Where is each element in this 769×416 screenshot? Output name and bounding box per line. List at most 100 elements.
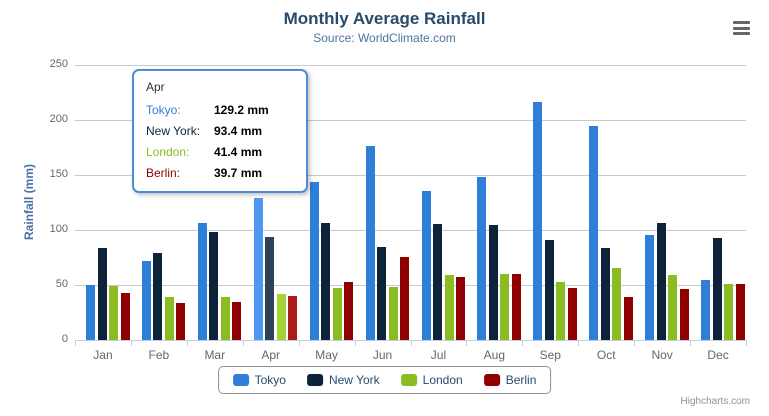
bar-new-york-apr[interactable] xyxy=(265,237,275,340)
bar-tokyo-feb[interactable] xyxy=(141,261,151,340)
bar-berlin-dec[interactable] xyxy=(735,284,745,340)
bar-berlin-mar[interactable] xyxy=(232,302,242,340)
bar-berlin-nov[interactable] xyxy=(679,289,689,340)
bar-london-sep[interactable] xyxy=(556,282,566,340)
bar-new-york-dec[interactable] xyxy=(712,238,722,340)
bar-new-york-jan[interactable] xyxy=(97,248,107,340)
plot-area xyxy=(75,65,747,346)
bar-new-york-sep[interactable] xyxy=(544,240,554,340)
bar-tokyo-mar[interactable] xyxy=(197,223,207,340)
bar-london-jul[interactable] xyxy=(444,275,454,340)
bar-new-york-may[interactable] xyxy=(321,223,331,340)
legend-item-tokyo[interactable]: Tokyo xyxy=(232,373,286,387)
bar-london-jun[interactable] xyxy=(388,287,398,340)
bar-berlin-jan[interactable] xyxy=(120,293,130,340)
x-axis-label-jun: Jun xyxy=(372,348,393,362)
legend-item-berlin[interactable]: Berlin xyxy=(483,373,536,387)
tooltip-series-label: London: xyxy=(146,145,190,159)
gridline-150 xyxy=(75,175,746,176)
y-axis-label-250: 250 xyxy=(49,58,68,70)
tooltip-series-value: 41.4 mm xyxy=(214,145,263,159)
x-axis-tick xyxy=(746,340,747,346)
bar-tokyo-nov[interactable] xyxy=(645,235,655,340)
x-axis-label-may: May xyxy=(315,348,338,362)
bar-berlin-jul[interactable] xyxy=(456,277,465,340)
tooltip-series-label: Tokyo: xyxy=(146,103,181,117)
legend-item-london[interactable]: London xyxy=(400,373,463,387)
y-axis-label-150: 150 xyxy=(49,168,68,180)
bar-london-jan[interactable] xyxy=(109,286,118,340)
x-axis-label-dec: Dec xyxy=(707,348,729,362)
credits-link[interactable]: Highcharts.com xyxy=(680,396,750,407)
tooltip-series-value: 129.2 mm xyxy=(214,103,269,117)
y-axis-label-100: 100 xyxy=(49,223,68,235)
bar-tokyo-may[interactable] xyxy=(309,182,319,340)
y-axis-label-0: 0 xyxy=(61,333,68,345)
hamburger-bar xyxy=(733,26,750,30)
legend-item-new-york[interactable]: New York xyxy=(306,373,380,387)
legend-swatch-icon xyxy=(232,374,249,386)
tooltip-series-label: Berlin: xyxy=(146,166,181,180)
x-axis-label-nov: Nov xyxy=(651,348,673,362)
bar-tokyo-jan[interactable] xyxy=(86,285,95,340)
bar-tokyo-jul[interactable] xyxy=(421,191,431,340)
bar-berlin-oct[interactable] xyxy=(623,297,633,340)
x-axis-tick xyxy=(299,340,300,346)
tooltip-row: London: 41.4 mm xyxy=(146,142,296,163)
x-axis-tick xyxy=(131,340,132,346)
tooltip-row: Berlin: 39.7 mm xyxy=(146,163,296,184)
chart-subtitle: Source: WorldClimate.com xyxy=(313,31,456,45)
bar-london-apr[interactable] xyxy=(276,294,286,340)
bar-tokyo-dec[interactable] xyxy=(701,280,711,340)
bar-berlin-sep[interactable] xyxy=(567,288,577,340)
tooltip-series-label: New York: xyxy=(146,124,201,138)
bar-new-york-oct[interactable] xyxy=(600,248,610,340)
gridline-250 xyxy=(75,65,746,66)
bar-new-york-feb[interactable] xyxy=(153,253,163,340)
bar-new-york-aug[interactable] xyxy=(488,225,498,340)
bar-new-york-nov[interactable] xyxy=(656,223,666,340)
legend-label: New York xyxy=(328,373,380,387)
legend-swatch-icon xyxy=(483,374,500,386)
x-axis-tick xyxy=(466,340,467,346)
bar-london-nov[interactable] xyxy=(668,275,678,340)
bar-new-york-jun[interactable] xyxy=(377,247,387,340)
legend-label: Tokyo xyxy=(254,373,286,387)
x-axis-tick xyxy=(411,340,412,346)
hamburger-bar xyxy=(733,32,750,35)
bar-london-dec[interactable] xyxy=(724,284,734,340)
tooltip-series-value: 93.4 mm xyxy=(214,124,263,138)
bar-berlin-jun[interactable] xyxy=(400,257,410,340)
hamburger-bar xyxy=(733,21,750,24)
bar-new-york-mar[interactable] xyxy=(209,232,219,340)
bar-london-feb[interactable] xyxy=(164,297,174,340)
bar-tokyo-aug[interactable] xyxy=(477,177,487,340)
bar-london-may[interactable] xyxy=(332,288,342,340)
hamburger-menu-icon[interactable] xyxy=(733,21,750,35)
y-axis-label-50: 50 xyxy=(55,278,68,290)
bar-tokyo-jun[interactable] xyxy=(365,146,375,340)
bar-tokyo-apr[interactable] xyxy=(253,198,263,340)
bar-tokyo-sep[interactable] xyxy=(533,102,543,340)
x-axis-tick xyxy=(522,340,523,346)
gridline-50 xyxy=(75,285,746,286)
tooltip-row: New York: 93.4 mm xyxy=(146,121,296,142)
bar-berlin-may[interactable] xyxy=(344,282,354,340)
bar-berlin-apr[interactable] xyxy=(288,296,298,340)
bar-london-oct[interactable] xyxy=(612,268,622,340)
x-axis-tick xyxy=(243,340,244,346)
gridline-200 xyxy=(75,120,746,121)
bar-berlin-aug[interactable] xyxy=(511,274,521,340)
bar-london-mar[interactable] xyxy=(220,297,230,340)
y-axis-label-200: 200 xyxy=(49,113,68,125)
bar-tokyo-oct[interactable] xyxy=(589,126,599,340)
x-axis-label-feb: Feb xyxy=(148,348,170,362)
legend: Tokyo New York London Berlin xyxy=(217,366,552,394)
bar-new-york-jul[interactable] xyxy=(433,224,442,340)
tooltip-row: Tokyo: 129.2 mm xyxy=(146,100,296,121)
bar-london-aug[interactable] xyxy=(500,274,510,340)
bar-berlin-feb[interactable] xyxy=(176,303,186,340)
legend-swatch-icon xyxy=(306,374,323,386)
x-axis-label-mar: Mar xyxy=(204,348,226,362)
